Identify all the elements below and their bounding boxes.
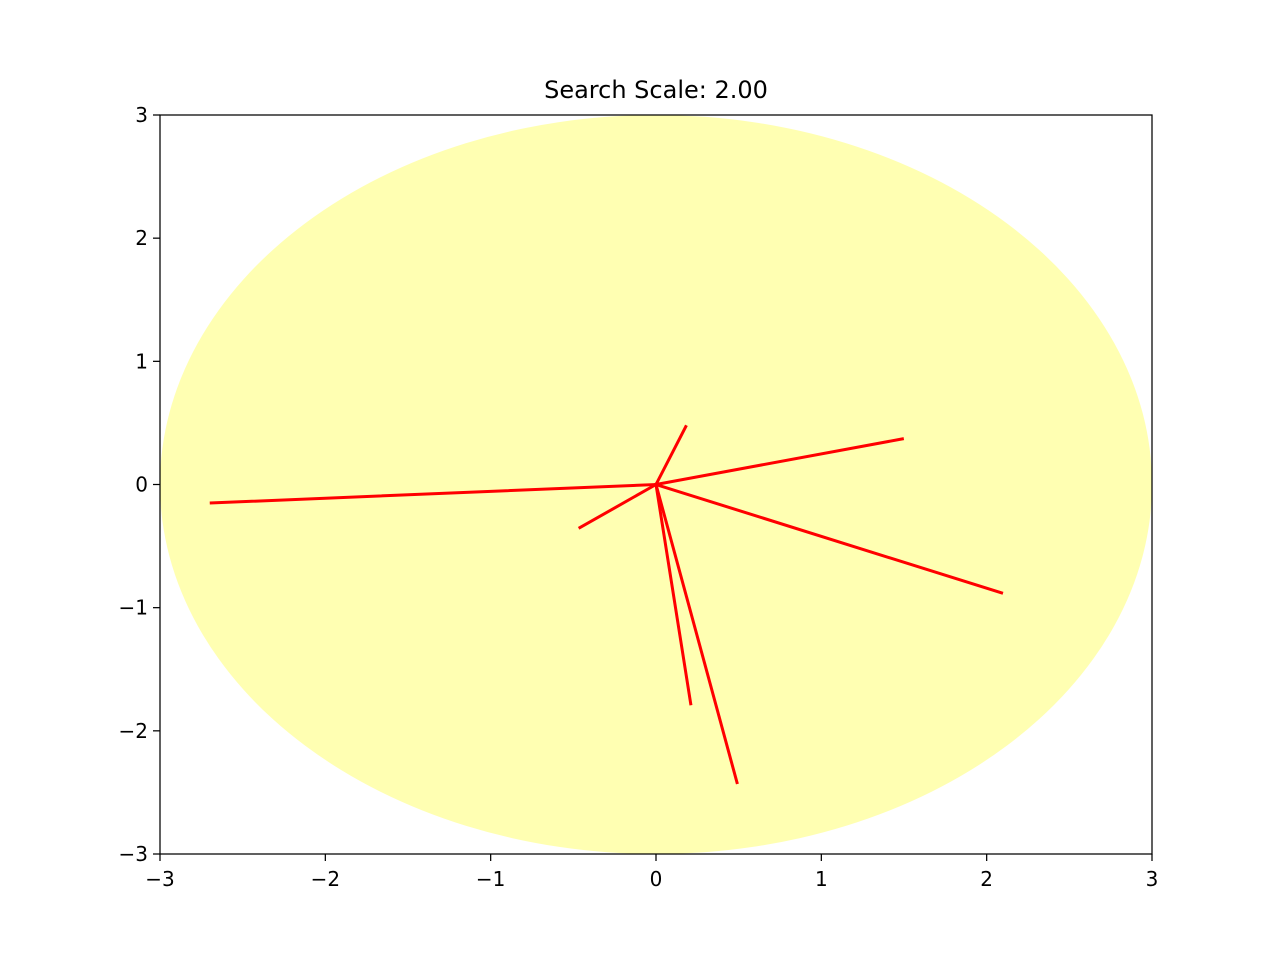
y-tick-label: −2 <box>119 719 148 743</box>
y-axis: −3 −2 −1 0 1 2 3 <box>119 103 160 866</box>
segment-line-1 <box>653 424 688 487</box>
segment-line-3 <box>654 437 905 487</box>
y-tick-label: 1 <box>135 349 148 373</box>
segment-line-4 <box>209 482 658 505</box>
y-tick-label: 3 <box>135 103 148 127</box>
x-tick-label: 2 <box>980 867 993 891</box>
segment-line-5 <box>654 482 1004 595</box>
x-tick-label: 1 <box>815 867 828 891</box>
chart-title: Search Scale: 2.00 <box>544 76 768 104</box>
plot-area <box>160 115 1152 854</box>
y-tick-label: 0 <box>135 473 148 497</box>
y-tick-label: −1 <box>119 596 148 620</box>
x-tick-label: 3 <box>1146 867 1159 891</box>
y-tick-label: −3 <box>119 842 148 866</box>
x-tick-label: −1 <box>476 867 505 891</box>
x-axis: −3 −2 −1 0 1 2 3 <box>145 854 1158 891</box>
segment-line-6 <box>654 482 693 706</box>
x-tick-label: 0 <box>650 867 663 891</box>
x-tick-label: −3 <box>145 867 174 891</box>
segment-line-7 <box>654 482 739 785</box>
segment-line-2 <box>577 482 659 530</box>
x-tick-label: −2 <box>311 867 340 891</box>
y-tick-label: 2 <box>135 226 148 250</box>
